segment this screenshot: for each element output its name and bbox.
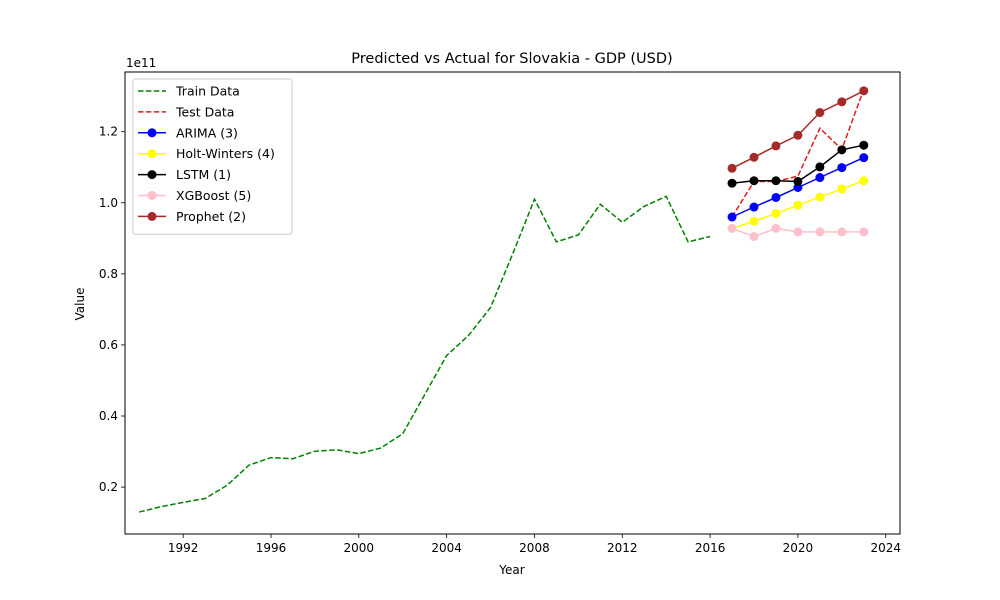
data-point-xgboost-5	[727, 223, 737, 233]
y-tick-label: 0.2	[99, 480, 118, 494]
legend-marker-xgboost-5	[147, 191, 157, 200]
data-point-prophet-2	[749, 152, 759, 162]
data-point-holt-winters-4	[859, 176, 869, 186]
y-tick-label: 0.6	[99, 338, 118, 352]
data-point-xgboost-5	[793, 227, 803, 237]
y-tick-label: 1.2	[99, 125, 118, 139]
legend-label-holt-winters-4: Holt-Winters (4)	[176, 146, 275, 161]
legend-label-xgboost-5: XGBoost (5)	[176, 188, 251, 203]
data-point-xgboost-5	[859, 227, 869, 237]
legend-label-arima-3: ARIMA (3)	[176, 125, 238, 140]
data-point-prophet-2	[859, 86, 869, 96]
data-point-arima-3	[859, 153, 869, 163]
legend-marker-prophet-2	[147, 211, 157, 221]
data-point-lstm-1	[815, 162, 825, 172]
x-axis: 1992 1996 2000 2004 2008 2012 2016 2020 2024	[168, 534, 901, 555]
data-point-prophet-2	[793, 130, 803, 140]
data-point-arima-3	[727, 212, 737, 222]
legend: Train Data Test Data ARIMA (3) Holt-Winters…	[132, 78, 293, 235]
x-tick-label: 2004	[431, 541, 462, 555]
data-point-holt-winters-4	[815, 192, 825, 202]
y-tick-label: 0.4	[99, 409, 118, 423]
x-tick-label: 2008	[519, 541, 550, 555]
data-point-xgboost-5	[771, 223, 781, 233]
data-point-arima-3	[749, 202, 759, 212]
data-point-holt-winters-4	[837, 184, 847, 194]
data-point-lstm-1	[793, 176, 803, 186]
data-point-lstm-1	[859, 140, 869, 150]
x-tick-label: 2000	[344, 541, 375, 555]
plot-frame	[124, 71, 901, 535]
data-point-lstm-1	[837, 145, 847, 155]
data-point-lstm-1	[727, 178, 737, 188]
data-point-arima-3	[771, 192, 781, 202]
legend-marker-arima-3	[147, 128, 157, 138]
series-line-train-data	[139, 195, 711, 513]
data-point-prophet-2	[837, 97, 847, 107]
data-point-holt-winters-4	[771, 208, 781, 218]
data-point-lstm-1	[771, 176, 781, 186]
y-tick-label: 1.0	[99, 196, 118, 210]
data-point-holt-winters-4	[793, 200, 803, 210]
data-point-prophet-2	[771, 141, 781, 151]
x-tick-label: 1992	[168, 541, 199, 555]
data-point-arima-3	[815, 173, 825, 183]
series-layer	[139, 86, 869, 513]
data-point-prophet-2	[815, 108, 825, 118]
legend-marker-holt-winters-4	[147, 149, 157, 159]
x-tick-label: 2012	[607, 541, 638, 555]
data-point-xgboost-5	[837, 227, 847, 237]
y-axis: 0.2 0.4 0.6 0.8 1.0 1.2	[99, 125, 125, 494]
x-tick-label: 2020	[783, 541, 814, 555]
y-axis-label: Value	[73, 288, 87, 321]
x-axis-label: Year	[498, 563, 524, 577]
y-offset-label: 1e11	[126, 56, 156, 70]
legend-marker-lstm-1	[147, 170, 157, 180]
data-point-arima-3	[837, 163, 847, 173]
y-tick-label: 0.8	[99, 267, 118, 281]
x-tick-label: 2024	[870, 541, 901, 555]
legend-label-test-data: Test Data	[175, 104, 234, 119]
data-point-prophet-2	[727, 163, 737, 173]
legend-box	[132, 78, 293, 235]
chart-title: Predicted vs Actual for Slovakia - GDP (…	[351, 51, 672, 67]
legend-label-lstm-1: LSTM (1)	[176, 167, 231, 182]
data-point-holt-winters-4	[749, 216, 759, 226]
data-point-xgboost-5	[815, 227, 825, 237]
data-point-xgboost-5	[749, 232, 759, 242]
x-tick-label: 2016	[695, 541, 726, 555]
legend-label-train-data: Train Data	[175, 84, 240, 99]
legend-label-prophet-2: Prophet (2)	[176, 209, 246, 224]
data-point-lstm-1	[749, 176, 759, 186]
x-tick-label: 1996	[256, 541, 287, 555]
